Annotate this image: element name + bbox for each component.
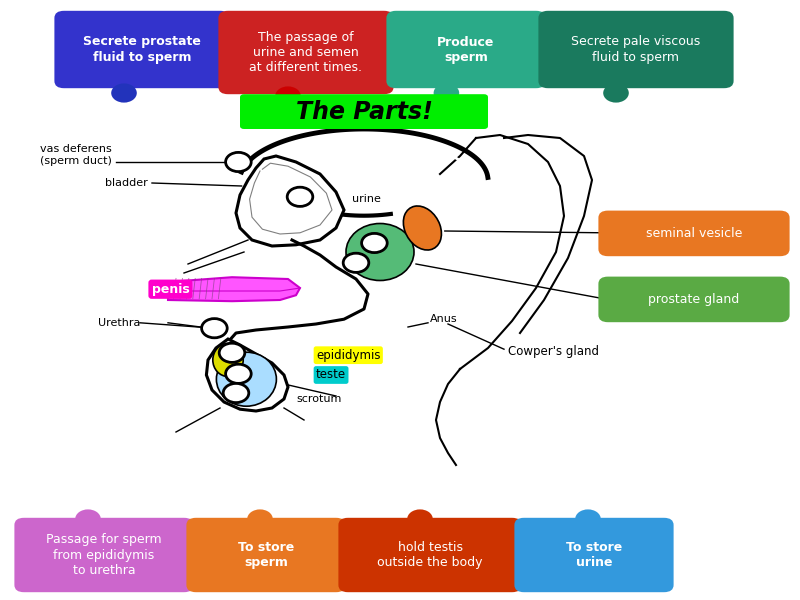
Polygon shape — [236, 156, 344, 246]
Ellipse shape — [216, 352, 277, 406]
Text: prostate gland: prostate gland — [648, 293, 740, 306]
FancyBboxPatch shape — [514, 518, 674, 592]
Text: Produce
sperm: Produce sperm — [438, 35, 494, 64]
Text: penis: penis — [151, 283, 190, 296]
Circle shape — [75, 509, 101, 529]
Text: Cowper's gland: Cowper's gland — [508, 344, 599, 358]
Text: seminal vesicle: seminal vesicle — [646, 227, 742, 240]
Text: To store
sperm: To store sperm — [238, 541, 294, 569]
Circle shape — [219, 343, 245, 362]
Ellipse shape — [346, 223, 414, 280]
Polygon shape — [168, 277, 300, 301]
FancyBboxPatch shape — [598, 277, 790, 322]
Text: bladder: bladder — [106, 178, 148, 188]
Text: vas deferens
(sperm duct): vas deferens (sperm duct) — [40, 144, 112, 166]
FancyBboxPatch shape — [538, 11, 734, 88]
Circle shape — [434, 83, 459, 103]
Text: urine: urine — [352, 194, 381, 204]
Text: Secrete prostate
fluid to sperm: Secrete prostate fluid to sperm — [83, 35, 201, 64]
Circle shape — [202, 319, 227, 338]
Text: Passage for sperm
from epididymis
to urethra: Passage for sperm from epididymis to ure… — [46, 533, 162, 577]
Text: hold testis
outside the body: hold testis outside the body — [378, 541, 482, 569]
Text: teste: teste — [316, 368, 346, 382]
Circle shape — [603, 83, 629, 103]
Circle shape — [407, 509, 433, 529]
FancyBboxPatch shape — [14, 518, 194, 592]
Text: The Parts!: The Parts! — [295, 100, 433, 124]
Circle shape — [362, 233, 387, 253]
Circle shape — [575, 509, 601, 529]
Ellipse shape — [213, 343, 243, 377]
Circle shape — [111, 83, 137, 103]
Text: Secrete pale viscous
fluid to sperm: Secrete pale viscous fluid to sperm — [571, 35, 701, 64]
Text: epididymis: epididymis — [316, 349, 381, 362]
FancyBboxPatch shape — [54, 11, 230, 88]
Text: To store
urine: To store urine — [566, 541, 622, 569]
Text: scrotum: scrotum — [296, 394, 342, 404]
Circle shape — [343, 253, 369, 272]
FancyBboxPatch shape — [218, 11, 394, 94]
Ellipse shape — [403, 206, 442, 250]
Circle shape — [287, 187, 313, 206]
Polygon shape — [206, 339, 288, 411]
FancyBboxPatch shape — [598, 211, 790, 256]
FancyBboxPatch shape — [386, 11, 546, 88]
Circle shape — [275, 86, 301, 106]
FancyBboxPatch shape — [240, 94, 488, 129]
Circle shape — [226, 152, 251, 172]
Circle shape — [226, 364, 251, 383]
Text: The passage of
urine and semen
at different times.: The passage of urine and semen at differ… — [250, 31, 362, 74]
Text: Anus: Anus — [430, 314, 458, 324]
Circle shape — [247, 509, 273, 529]
Circle shape — [223, 383, 249, 403]
Text: Urethra: Urethra — [98, 318, 140, 328]
FancyBboxPatch shape — [186, 518, 346, 592]
FancyBboxPatch shape — [338, 518, 522, 592]
